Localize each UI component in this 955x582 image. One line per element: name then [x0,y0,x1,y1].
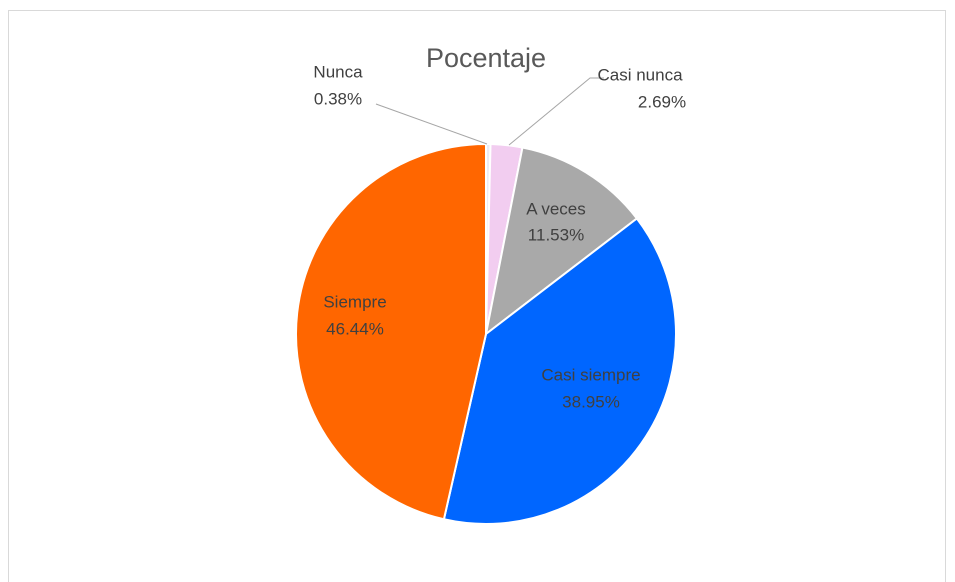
chart-frame [8,10,946,582]
data-label-value: 0.38% [314,89,362,108]
data-label-category: Siempre [323,292,386,311]
data-label-value: 46.44% [326,319,384,338]
data-label-value: 2.69% [638,92,686,111]
data-label-category: Casi nunca [597,65,683,84]
data-label-value: 38.95% [562,392,620,411]
pie-slice [442,217,677,525]
data-label-category: Nunca [313,62,363,81]
leader-line [375,103,488,145]
data-label-category: Casi siempre [541,365,640,384]
pie-slice [484,146,639,337]
pie-slice [295,142,487,521]
leader-line [508,77,604,146]
data-label-category: A veces [526,199,586,218]
chart-title: Pocentaje [426,43,546,73]
data-label-value: 11.53% [528,225,584,244]
